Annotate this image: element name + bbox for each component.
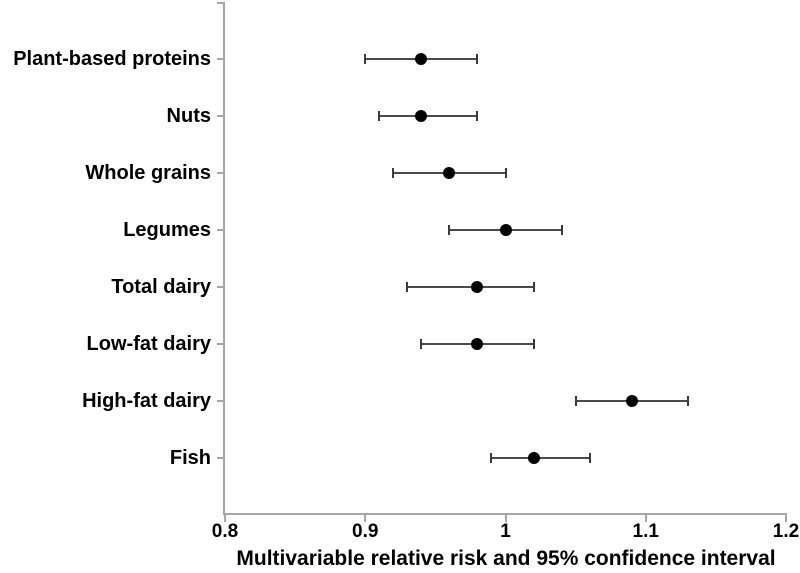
y-axis-line [223,2,225,515]
x-axis-title: Multivariable relative risk and 95% conf… [236,547,776,570]
x-axis-tick [224,513,226,522]
data-point-marker [471,338,484,350]
category-label: Whole grains [85,162,211,184]
x-tick-label: 1.2 [772,521,800,542]
error-bar-cap-right [560,225,563,235]
error-bar [407,286,534,288]
x-tick-label: 1.1 [632,521,659,542]
x-tick-label: 1 [500,521,511,542]
y-axis-tick [217,58,223,60]
x-axis-tick [504,513,507,522]
error-bar-cap-right [532,282,535,292]
y-axis-tick [217,229,223,231]
error-bar [491,457,590,459]
category-label: Low-fat dairy [86,333,211,355]
error-bar-cap-left [406,282,409,292]
error-bar-cap-right [504,168,507,178]
data-point-marker [443,167,456,179]
category-label: Total dairy [111,276,211,298]
error-bar-cap-right [588,453,591,463]
error-bar-cap-left [420,339,423,349]
category-label: High-fat dairy [82,390,211,412]
category-label: Nuts [166,105,211,127]
category-label: Legumes [123,219,211,241]
data-point-marker [415,53,428,65]
error-bar [379,115,478,117]
error-bar-cap-right [532,339,535,349]
y-axis-tick [217,457,223,459]
y-axis-tick [217,115,223,117]
error-bar-cap-left [574,396,577,406]
error-bar-cap-right [686,396,689,406]
x-tick-label: 0.9 [352,521,379,542]
error-bar-cap-left [448,225,451,235]
error-bar-cap-left [490,453,493,463]
data-point-marker [471,281,484,293]
y-axis-tick [217,2,223,4]
data-point-marker [415,110,428,122]
error-bar-cap-right [476,111,479,121]
error-bar-cap-left [364,54,367,64]
x-axis-tick [364,513,367,522]
error-bar-cap-left [378,111,381,121]
data-point-marker [625,395,638,407]
category-label: Fish [169,447,211,469]
y-axis-tick [217,400,223,402]
y-axis-tick [217,343,223,345]
x-axis-tick [785,513,787,522]
data-point-marker [499,224,512,236]
error-bar-cap-left [392,168,395,178]
category-label: Plant-based proteins [13,48,211,70]
y-axis-tick [217,286,223,288]
data-point-marker [527,452,540,464]
x-axis-tick [644,513,647,522]
x-tick-label: 0.8 [211,521,239,542]
error-bar-cap-right [476,54,479,64]
y-axis-tick [217,172,223,174]
